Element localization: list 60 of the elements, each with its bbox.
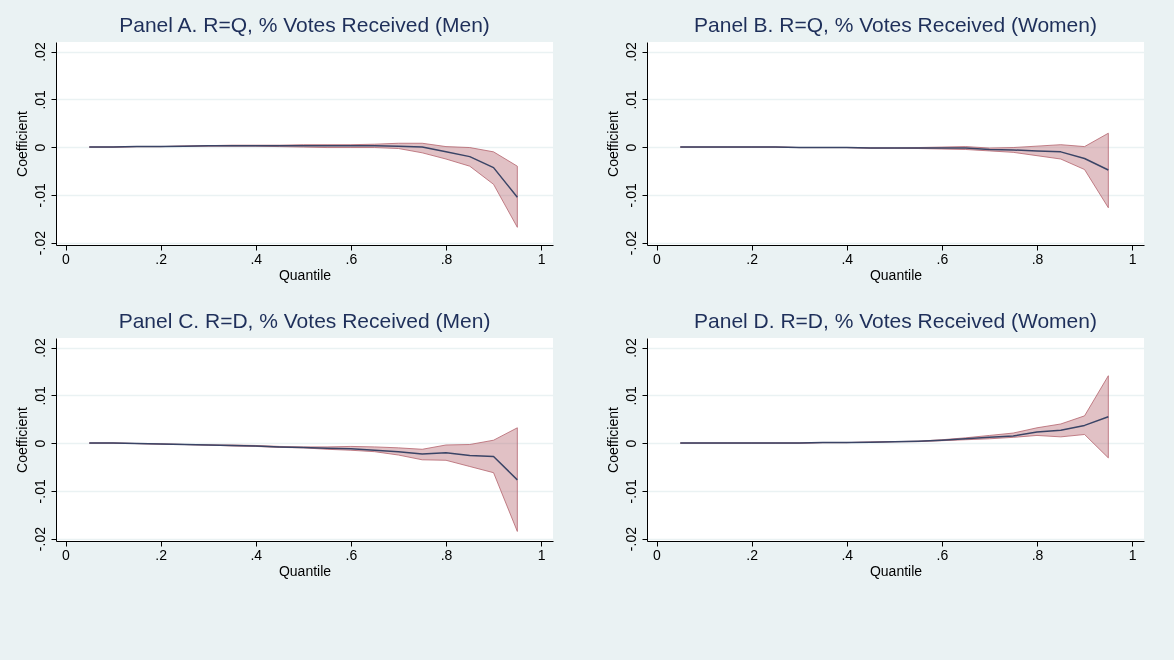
y-tick-label: 0	[622, 439, 639, 448]
line-series	[679, 146, 1110, 171]
chart-title: Panel C. R=D, % Votes Received (Men)	[118, 308, 491, 332]
y-tick-label: -.02	[31, 526, 48, 552]
x-tick-label: 1	[1128, 546, 1137, 563]
y-tick-label: 0	[622, 143, 639, 152]
chart-title: Panel A. R=Q, % Votes Received (Men)	[119, 12, 490, 36]
y-tick-label: .02	[622, 338, 639, 358]
y-tick-label: .01	[622, 385, 639, 406]
y-tick-label: 0	[31, 439, 48, 448]
x-tick-label: .4	[841, 250, 854, 267]
x-axis-title: Quantile	[278, 266, 332, 283]
chart-title: Panel D. R=D, % Votes Received (Women)	[694, 308, 1097, 332]
x-tick-label: .8	[1031, 546, 1044, 563]
y-axis-title: Coefficient	[604, 406, 621, 473]
y-axis-title: Coefficient	[604, 110, 621, 177]
y-tick-label: -.01	[31, 479, 48, 504]
y-tick-label: .02	[31, 338, 48, 358]
y-tick-label: -.01	[31, 183, 48, 208]
x-tick-label: 0	[653, 250, 662, 267]
y-tick-label: .01	[31, 385, 48, 406]
y-tick-label: -.02	[622, 230, 639, 256]
chart-title: Panel B. R=Q, % Votes Received (Women)	[694, 12, 1097, 36]
y-tick-label: .02	[622, 42, 639, 62]
x-tick-label: .2	[746, 546, 759, 563]
y-tick-label: .02	[31, 42, 48, 62]
y-tick-label: -.02	[31, 230, 48, 256]
line-series	[88, 144, 519, 198]
x-tick-label: 0	[653, 546, 662, 563]
x-tick-label: 0	[62, 546, 71, 563]
x-tick-label: 1	[537, 546, 546, 563]
x-tick-label: .8	[1031, 250, 1044, 267]
x-axis-title: Quantile	[869, 266, 923, 283]
y-tick-label: -.01	[622, 479, 639, 504]
x-tick-label: .2	[155, 546, 168, 563]
x-tick-label: .6	[936, 250, 949, 267]
y-tick-label: -.02	[622, 526, 639, 552]
line-series	[88, 442, 519, 481]
x-tick-label: 1	[537, 250, 546, 267]
x-tick-label: .6	[345, 250, 358, 267]
y-tick-label: -.01	[622, 183, 639, 208]
x-tick-label: .4	[841, 546, 854, 563]
x-tick-label: .4	[250, 250, 263, 267]
x-axis-title: Quantile	[869, 562, 923, 579]
x-tick-label: .8	[440, 250, 453, 267]
x-tick-label: .8	[440, 546, 453, 563]
x-tick-label: .6	[936, 546, 949, 563]
line-series	[679, 416, 1110, 444]
x-tick-label: .2	[155, 250, 168, 267]
y-tick-label: .01	[622, 89, 639, 110]
y-axis-title: Coefficient	[13, 406, 30, 473]
x-tick-label: .4	[250, 546, 263, 563]
x-tick-label: .2	[746, 250, 759, 267]
y-tick-label: 0	[31, 143, 48, 152]
x-axis-title: Quantile	[278, 562, 332, 579]
x-tick-label: 1	[1128, 250, 1137, 267]
y-tick-label: .01	[31, 89, 48, 110]
x-tick-label: 0	[62, 250, 71, 267]
x-tick-label: .6	[345, 546, 358, 563]
y-axis-title: Coefficient	[13, 110, 30, 177]
